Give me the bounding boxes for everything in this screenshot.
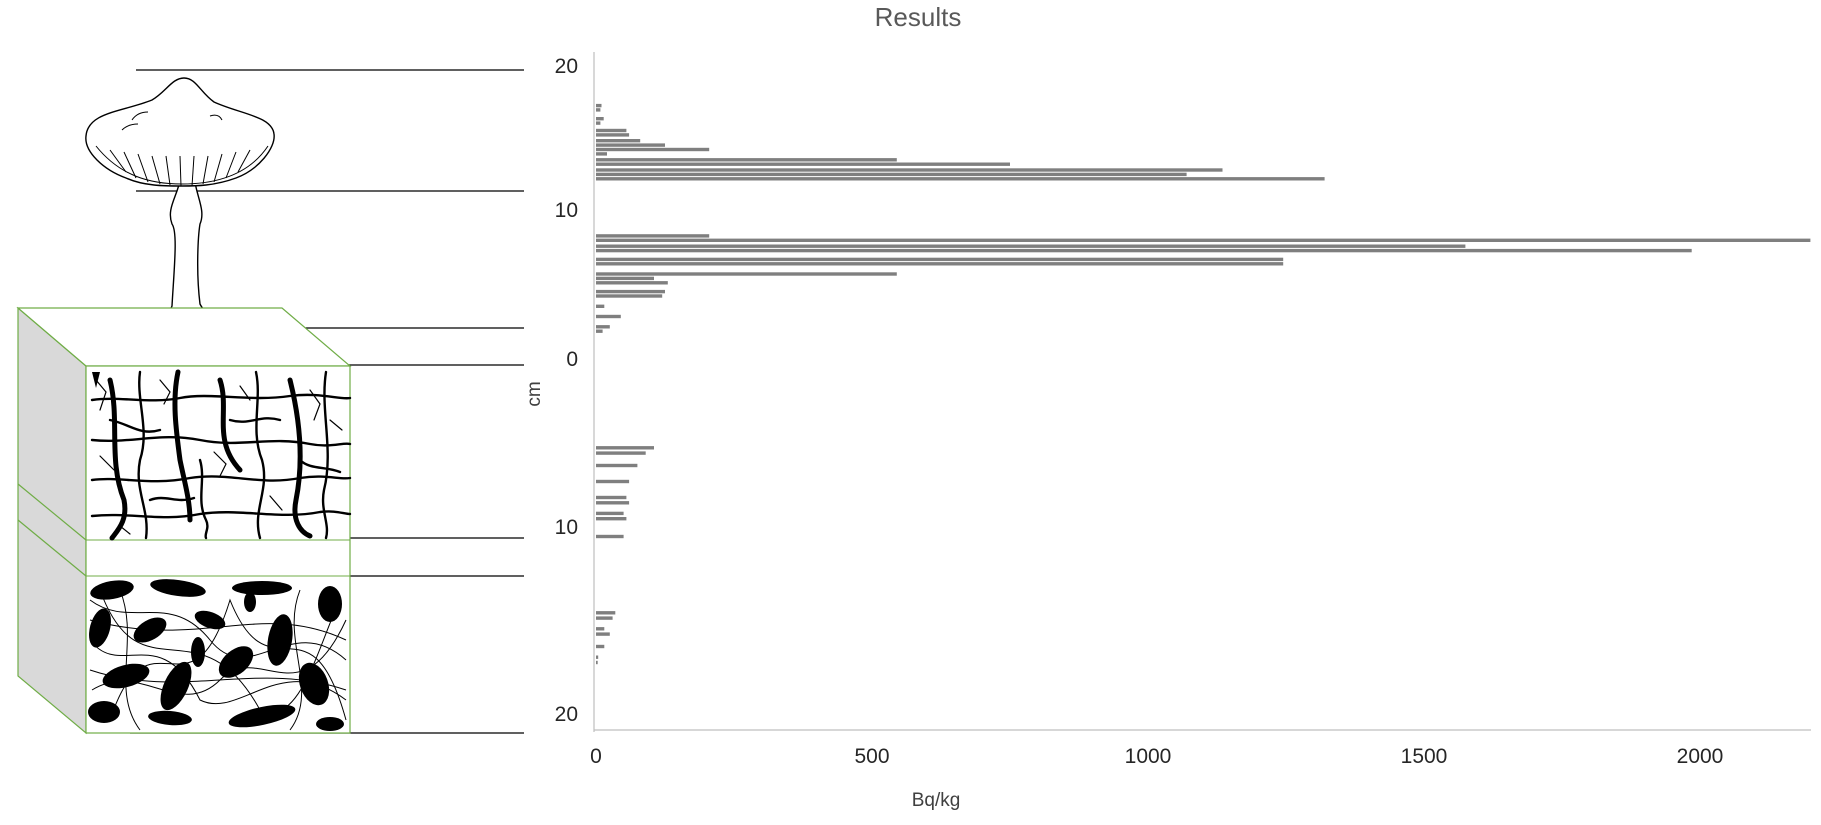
x-tick-label: 2000 [1677,745,1724,768]
bar [596,158,897,162]
x-tick-label: 1500 [1401,745,1448,768]
bar [596,234,710,238]
mushroom-icon [85,77,275,327]
y-tick-label: 10 [555,199,578,222]
bar [596,463,638,468]
y-tick-label: 20 [555,55,578,78]
x-tick-label: 1000 [1125,745,1172,768]
x-axis: 0 500 1000 1500 2000 Bq/kg [590,729,1811,811]
bar [596,238,1811,242]
bar [596,325,610,329]
bar [596,632,610,636]
x-axis-title: Bq/kg [912,790,961,811]
bar [596,517,627,521]
bar [596,121,601,125]
bar [596,495,627,500]
bar [596,262,1284,266]
bar [596,139,641,143]
bar [596,117,604,121]
bar [596,108,601,112]
bar [596,133,630,137]
cracked-soil-layer [90,369,352,541]
bar [596,294,663,298]
bar [596,501,630,505]
bar [596,147,710,152]
bar [596,329,603,333]
bar [596,257,1284,262]
bar [596,128,627,133]
bar [596,534,624,539]
bar [596,616,613,620]
bar [596,103,602,108]
y-tick-label: 0 [566,348,578,371]
bar [596,644,605,649]
y-axis-title: cm [524,381,545,406]
bar [596,627,605,631]
bar [596,304,605,308]
bar [596,289,665,294]
bar [596,248,1692,253]
bar [596,177,1325,181]
bar [596,611,616,615]
bar [596,244,1466,248]
bar [596,162,1010,166]
bar [596,168,1223,172]
bar-series [596,103,1811,665]
bar [596,281,668,285]
chart-title: Results [875,2,962,32]
bar [596,314,621,319]
bar [596,479,630,484]
soil-profile-illustration [16,69,524,735]
bar [596,511,624,516]
root-soil-layer [88,579,347,731]
bar [596,172,1187,177]
bar [596,451,646,455]
bar [596,143,665,147]
bar [596,660,598,665]
x-tick-label: 500 [854,745,889,768]
x-tick-label: 0 [590,745,602,768]
y-tick-label: 20 [555,703,578,726]
y-tick-label: 10 [555,516,578,539]
bar [596,446,654,450]
bar [596,152,607,156]
bar [596,276,654,281]
bar [596,655,599,659]
bar [596,272,897,276]
y-axis: 20 10 0 10 20 cm [524,52,595,732]
